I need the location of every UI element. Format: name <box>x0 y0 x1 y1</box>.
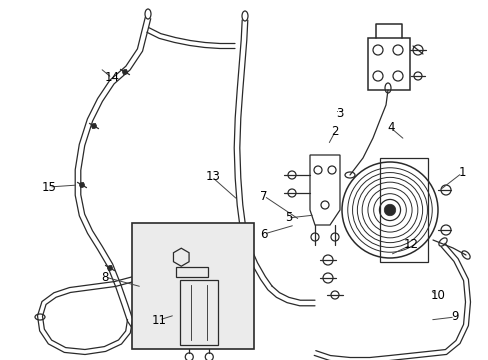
Circle shape <box>384 204 395 216</box>
Circle shape <box>107 266 112 270</box>
Text: 10: 10 <box>429 289 444 302</box>
Bar <box>180 280 218 345</box>
Text: 8: 8 <box>101 271 109 284</box>
Text: 7: 7 <box>260 190 267 203</box>
Text: 13: 13 <box>205 170 220 183</box>
Text: 15: 15 <box>41 181 56 194</box>
Text: 3: 3 <box>335 107 343 120</box>
Text: 14: 14 <box>105 71 120 84</box>
Text: 11: 11 <box>151 314 166 327</box>
Bar <box>379 158 427 262</box>
Text: 2: 2 <box>330 125 338 138</box>
Circle shape <box>91 123 96 129</box>
Circle shape <box>80 183 84 188</box>
Bar <box>176 267 208 277</box>
Text: 5: 5 <box>284 211 292 224</box>
Text: 1: 1 <box>457 166 465 179</box>
Text: 4: 4 <box>386 121 394 134</box>
Bar <box>367 38 409 90</box>
Text: 12: 12 <box>403 238 417 251</box>
Circle shape <box>122 69 127 75</box>
Text: 9: 9 <box>450 310 458 323</box>
Bar <box>132 223 254 349</box>
Text: 6: 6 <box>260 228 267 240</box>
